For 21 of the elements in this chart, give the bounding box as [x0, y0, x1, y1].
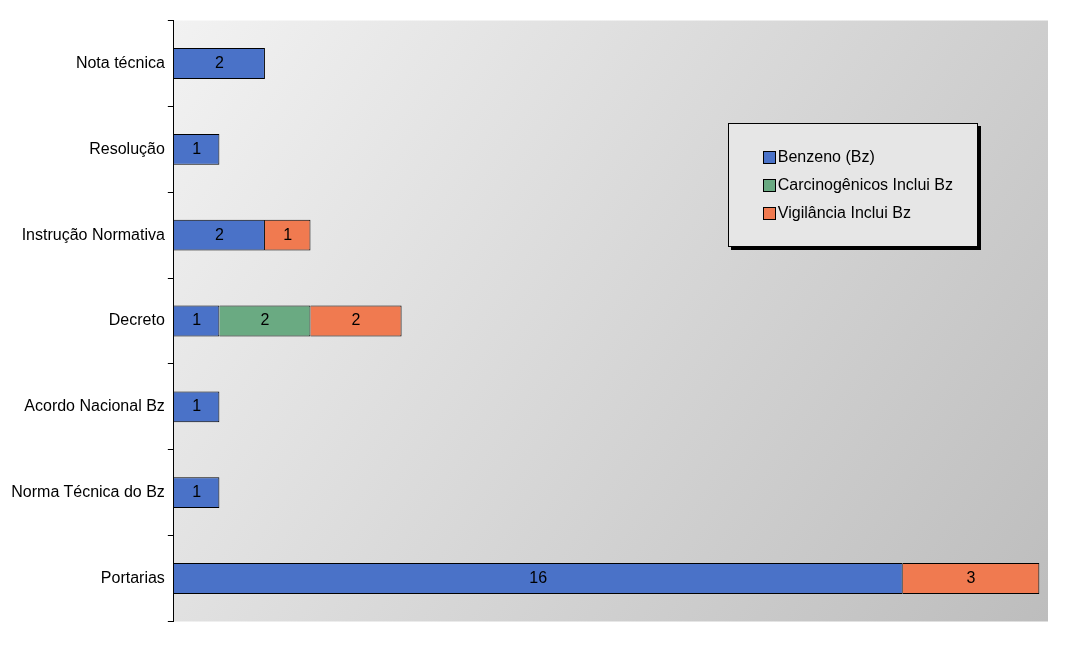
legend-label: Vigilância Inclui Bz: [777, 204, 911, 222]
y-tick-label: Acordo Nacional Bz: [24, 397, 165, 415]
data-label: 2: [260, 311, 270, 329]
y-tick-label: Norma Técnica do Bz: [11, 483, 165, 501]
data-label: 1: [283, 225, 293, 243]
data-label: 2: [351, 311, 361, 329]
y-tick-label: Resolução: [89, 139, 165, 157]
y-tick-label: Instrução Normativa: [21, 225, 165, 243]
data-label: 3: [966, 568, 976, 586]
legend-label: Carcinogênicos Inclui Bz: [777, 176, 953, 194]
data-label: 1: [192, 483, 202, 501]
data-label: 1: [192, 311, 202, 329]
legend-label: Benzeno (Bz): [777, 148, 875, 166]
data-label: 1: [192, 397, 202, 415]
data-label: 2: [214, 53, 224, 71]
y-tick-label: Nota técnica: [75, 53, 165, 71]
y-tick-label: Portarias: [100, 568, 165, 586]
data-label: 1: [192, 139, 202, 157]
data-label: 16: [529, 568, 548, 586]
data-label: 2: [214, 225, 224, 243]
y-tick-label: Decreto: [108, 311, 165, 329]
